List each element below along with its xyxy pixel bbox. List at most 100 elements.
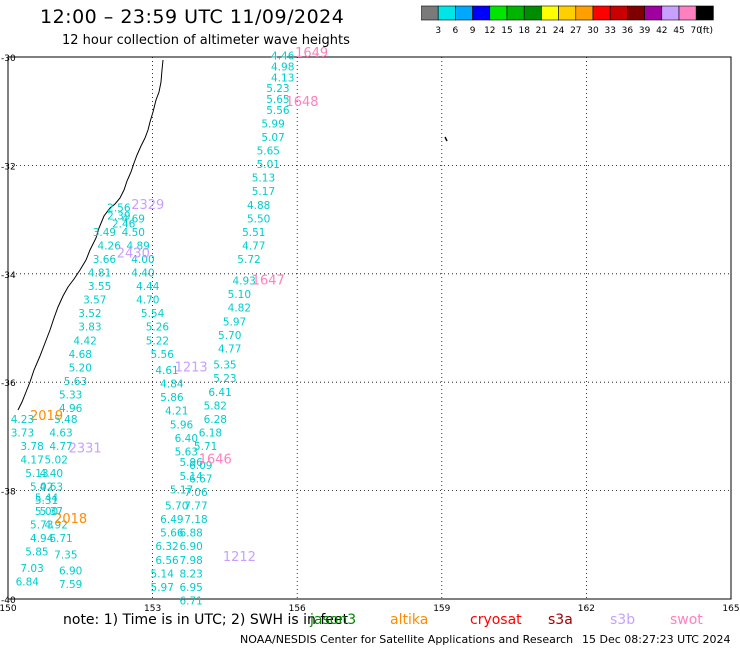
colorbar-swatch xyxy=(695,5,714,21)
colorbar-label: 21 xyxy=(536,26,547,36)
wave-height-value: 6.95 xyxy=(179,582,202,594)
wave-height-value: 5.72 xyxy=(237,254,260,266)
wave-height-value: 5.17 xyxy=(170,484,193,496)
wave-height-value: 5.99 xyxy=(261,118,284,130)
lon-tick-label: 165 xyxy=(722,604,739,612)
wave-height-value: 5.48 xyxy=(54,414,77,426)
pass-number-label: 1213 xyxy=(175,360,208,375)
wave-height-value: 6.90 xyxy=(179,541,202,553)
wave-height-value: 5.96 xyxy=(170,419,194,431)
pass-number-label: 2019 xyxy=(30,409,63,424)
wave-height-value: 6.28 xyxy=(204,414,227,426)
wave-height-value: 5.54 xyxy=(141,308,165,320)
mission-swot: swot xyxy=(670,612,703,628)
colorbar-label: 6 xyxy=(453,26,459,36)
wave-height-value: 6.40 xyxy=(175,433,198,445)
wave-height-value: 5.13 xyxy=(25,468,48,480)
wave-height-value: 6.84 xyxy=(16,576,40,588)
wave-height-value: 4.98 xyxy=(271,62,294,74)
wave-height-value: 4.63 xyxy=(40,482,63,494)
wave-height-value: 4.82 xyxy=(228,303,251,315)
wave-height-value: 6.18 xyxy=(199,427,222,439)
wave-height-value: 7.35 xyxy=(54,549,77,561)
wave-height-value: 5.50 xyxy=(247,213,270,225)
wave-height-value: 5.63 xyxy=(64,376,87,388)
wave-height-value: 4.61 xyxy=(155,365,178,377)
chart-title: 12:00 – 23:59 UTC 11/09/2024 xyxy=(40,6,345,28)
colorbar-label: 30 xyxy=(587,26,599,36)
wave-height-value: 4.13 xyxy=(271,72,294,84)
wave-height-value: 3.73 xyxy=(11,427,34,439)
colorbar-label: 24 xyxy=(553,26,565,36)
wave-height-value: 5.73 xyxy=(30,520,53,532)
credit-line: NOAA/NESDIS Center for Satellite Applica… xyxy=(240,633,574,646)
wave-height-value: 7.03 xyxy=(20,563,43,575)
wave-height-value: 5.33 xyxy=(59,389,82,401)
wave-height-value: 5.23 xyxy=(266,83,289,95)
coastline xyxy=(17,59,164,411)
wave-height-value: 2.46 xyxy=(112,219,136,231)
wave-height-value: 4.00 xyxy=(131,254,154,266)
wave-height-value: 6.41 xyxy=(208,387,231,399)
footnote-text: note: 1) Time is in UTC; 2) SWH is in fe… xyxy=(63,612,349,628)
wave-height-value: 5.65 xyxy=(266,94,289,106)
wave-height-value: 5.37 xyxy=(40,506,63,518)
wave-height-value: 5.02 xyxy=(45,455,68,467)
lon-tick-label: 159 xyxy=(433,604,450,612)
wave-height-value: 5.56 xyxy=(151,349,175,361)
colorbar-label: 45 xyxy=(673,26,684,36)
wave-height-value: 7.06 xyxy=(184,487,208,499)
lon-tick-label: 156 xyxy=(289,604,306,612)
chart-subtitle: 12 hour collection of altimeter wave hei… xyxy=(62,33,350,48)
island xyxy=(444,136,448,142)
wave-height-value: 5.20 xyxy=(69,362,92,374)
colorbar-label: 39 xyxy=(639,26,651,36)
wave-height-value: 4.77 xyxy=(49,441,72,453)
wave-height-value: 5.14 xyxy=(179,471,203,483)
wave-height-value: 5.66 xyxy=(160,528,184,540)
lon-tick-label: 150 xyxy=(0,604,17,612)
wave-height-value: 4.81 xyxy=(88,268,111,280)
wave-height-value: 5.00 xyxy=(35,506,58,518)
wave-height-value: 5.02 xyxy=(30,482,53,494)
colorbar-label: 33 xyxy=(604,26,615,36)
pass-number-label: 2329 xyxy=(131,198,164,213)
mission-jason3: jason3 xyxy=(310,612,357,628)
wave-height-value: 6.09 xyxy=(189,460,212,472)
wave-height-value: 4.69 xyxy=(122,213,145,225)
wave-height-value: 6.90 xyxy=(59,566,82,578)
wave-height-value: 7.77 xyxy=(184,501,207,513)
colorbar-label: 18 xyxy=(518,26,530,36)
colorbar-label: 70 xyxy=(690,26,702,36)
lat-tick-label: -34 xyxy=(1,271,16,281)
mission-altika: altika xyxy=(390,612,429,628)
wave-height-value: 5.71 xyxy=(194,441,217,453)
wave-height-value: 4.63 xyxy=(49,427,72,439)
wave-height-value: 6.32 xyxy=(155,541,178,553)
wave-height-value: 5.56 xyxy=(266,105,290,117)
wave-height-value: 5.31 xyxy=(35,495,58,507)
wave-height-value: 3.57 xyxy=(83,295,106,307)
wave-height-value: 4.93 xyxy=(232,276,255,288)
wave-height-value: 4.88 xyxy=(247,200,270,212)
wave-height-value: 4.68 xyxy=(69,349,92,361)
wave-height-value: 4.44 xyxy=(136,281,160,293)
wave-height-value: 6.67 xyxy=(189,473,212,485)
pass-number-label: 2430 xyxy=(117,247,150,262)
wave-height-value: 4.21 xyxy=(165,406,188,418)
wave-height-value: 3.52 xyxy=(78,308,101,320)
wave-height-value: 4.92 xyxy=(45,520,68,532)
wave-height-value: 5.70 xyxy=(218,330,241,342)
wave-height-value: 5.10 xyxy=(228,289,251,301)
wave-height-value: 5.01 xyxy=(257,159,280,171)
wave-height-value: 4.77 xyxy=(242,240,265,252)
wave-height-value: 3.66 xyxy=(93,254,117,266)
lon-tick-label: 153 xyxy=(144,604,161,612)
wave-height-value: 5.13 xyxy=(252,173,275,185)
wave-height-value: 6.88 xyxy=(179,528,202,540)
lat-tick-label: -38 xyxy=(1,488,16,498)
wave-height-value: 7.98 xyxy=(179,555,202,567)
mission-s3a: s3a xyxy=(548,612,573,628)
credit-date: 15 Dec 08:27:23 UTC 2024 xyxy=(582,633,731,646)
pass-number-label: 1212 xyxy=(223,550,256,565)
